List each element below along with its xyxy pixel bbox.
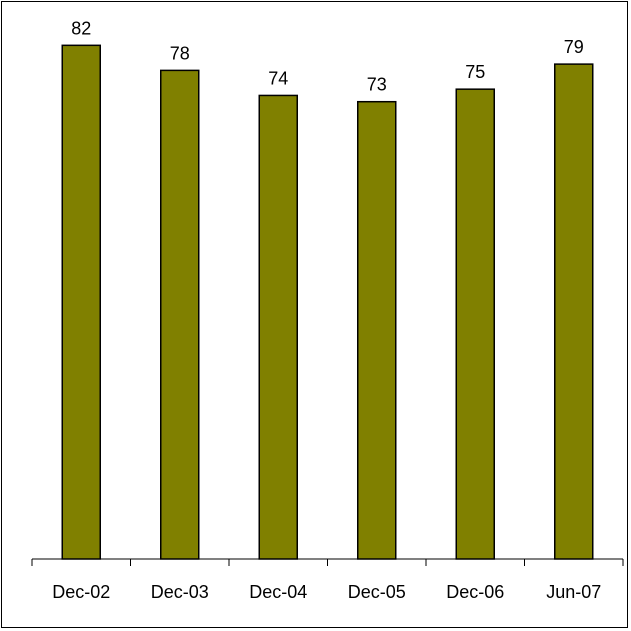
- bar-dec-03: [160, 69, 200, 560]
- x-tick-labels-group: Dec-02 Dec-03 Dec-04 Dec-05 Dec-06 Jun-07: [52, 582, 601, 602]
- x-tick-label-jun-07: Jun-07: [546, 582, 601, 602]
- bar-dec-06: [455, 88, 495, 560]
- x-axis: [31, 558, 624, 566]
- x-tick-label-dec-06: Dec-06: [446, 582, 504, 602]
- data-label-dec-04: 74: [268, 68, 288, 88]
- x-tick-label-dec-04: Dec-04: [249, 582, 307, 602]
- bar-dec-05: [357, 100, 397, 560]
- data-label-dec-03: 78: [170, 43, 190, 63]
- x-tick-label-dec-03: Dec-03: [151, 582, 209, 602]
- bar-jun-07: [554, 63, 594, 560]
- bar-dec-02: [61, 44, 101, 560]
- x-tick-label-dec-02: Dec-02: [52, 582, 110, 602]
- data-label-jun-07: 79: [564, 37, 584, 57]
- x-tick-label-dec-05: Dec-05: [348, 582, 406, 602]
- data-label-dec-05: 73: [367, 75, 387, 95]
- data-labels-group: 82 78 74 73 75 79: [71, 18, 584, 94]
- bar-dec-04: [258, 94, 298, 560]
- data-label-dec-02: 82: [71, 18, 91, 38]
- bars-group: [61, 44, 594, 560]
- data-label-dec-06: 75: [465, 62, 485, 82]
